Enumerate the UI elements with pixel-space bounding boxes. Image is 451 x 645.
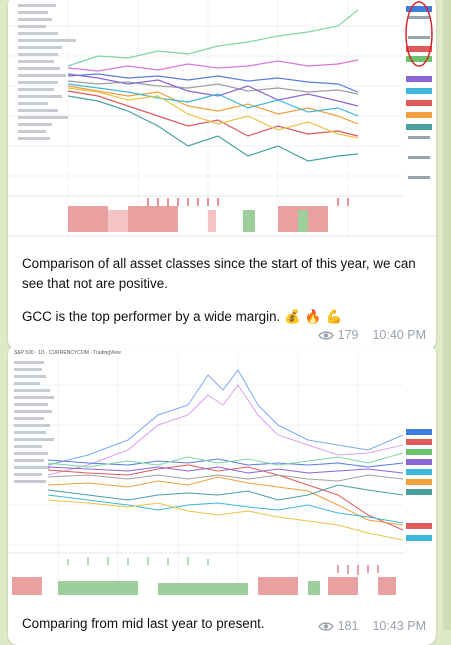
chart-screenshot-mid-last-year[interactable]: S&P 500 · 1D · CURRENCYCOM · TradingView [8, 345, 436, 602]
chart-screenshot-ytd[interactable] [8, 0, 436, 247]
message-time: 10:43 PM [372, 619, 426, 633]
message-caption: Comparing from mid last year to present. [22, 616, 265, 631]
message-bubble[interactable]: Comparison of all asset classes since th… [8, 0, 436, 350]
message-caption: Comparison of all asset classes since th… [22, 256, 416, 291]
message-meta: 179 10:40 PM [317, 328, 426, 342]
chart-image-1 [8, 0, 436, 247]
scrollbar-track[interactable] [443, 0, 451, 630]
view-count: 181 [337, 619, 359, 633]
caption-emojis: 💰 🔥 💪 [283, 310, 343, 325]
eye-icon [317, 621, 334, 631]
message-time: 10:40 PM [372, 328, 426, 342]
message-meta: 181 10:43 PM [317, 619, 426, 633]
caption-text: GCC is the top performer by a wide margi… [22, 309, 281, 324]
chart-image-2: S&P 500 · 1D · CURRENCYCOM · TradingView [8, 345, 436, 602]
highlight-oval [405, 1, 433, 67]
message-bubble[interactable]: S&P 500 · 1D · CURRENCYCOM · TradingView [8, 345, 436, 645]
message-caption-line-2: GCC is the top performer by a wide margi… [22, 307, 424, 328]
chart-title: S&P 500 · 1D · CURRENCYCOM · TradingView [14, 350, 121, 356]
eye-icon [317, 330, 334, 340]
view-count: 179 [337, 328, 359, 342]
